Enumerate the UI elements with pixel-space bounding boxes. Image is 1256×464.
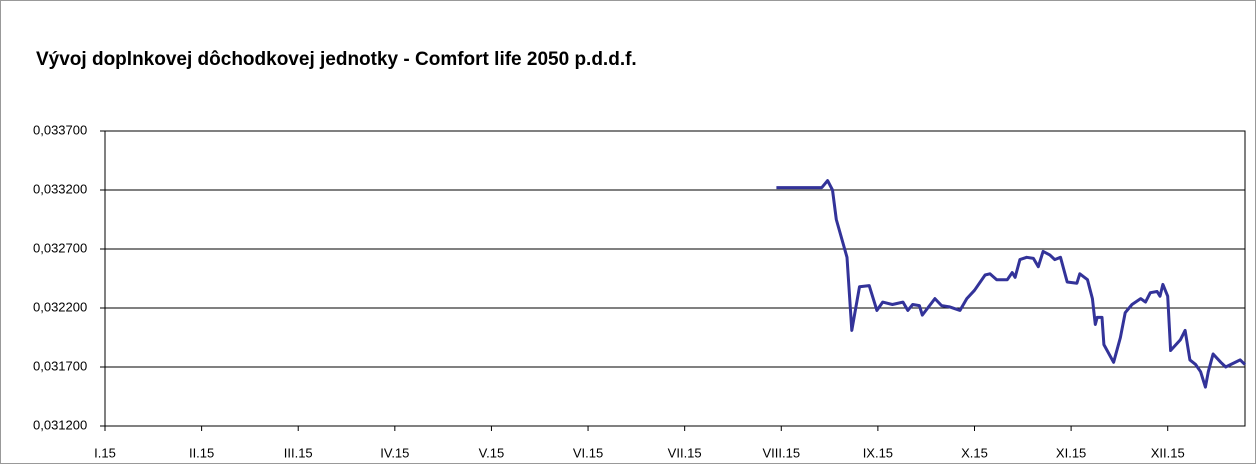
x-tick-label: X.15 — [961, 445, 988, 460]
y-tick-label: 0,032700 — [33, 240, 87, 255]
x-tick-label: I.15 — [94, 445, 116, 460]
chart-title: Vývoj doplnkovej dôchodkovej jednotky - … — [36, 49, 637, 70]
x-tick-label: VIII.15 — [762, 445, 800, 460]
x-tick-label: XII.15 — [1151, 445, 1185, 460]
x-tick-label: III.15 — [284, 445, 313, 460]
x-tick-label: V.15 — [479, 445, 505, 460]
x-tick-label: IV.15 — [380, 445, 409, 460]
y-tick-label: 0,031200 — [33, 417, 87, 432]
y-tick-label: 0,032200 — [33, 299, 87, 314]
y-tick-label: 0,033200 — [33, 181, 87, 196]
data-line — [776, 179, 1247, 389]
x-tick-label: II.15 — [189, 445, 214, 460]
y-tick-label: 0,033700 — [33, 122, 87, 137]
x-tick-label: XI.15 — [1056, 445, 1086, 460]
x-tick-label: IX.15 — [863, 445, 893, 460]
x-tick-label: VII.15 — [668, 445, 702, 460]
x-tick-label: VI.15 — [573, 445, 603, 460]
y-tick-label: 0,031700 — [33, 358, 87, 373]
plot-area — [104, 130, 1246, 427]
